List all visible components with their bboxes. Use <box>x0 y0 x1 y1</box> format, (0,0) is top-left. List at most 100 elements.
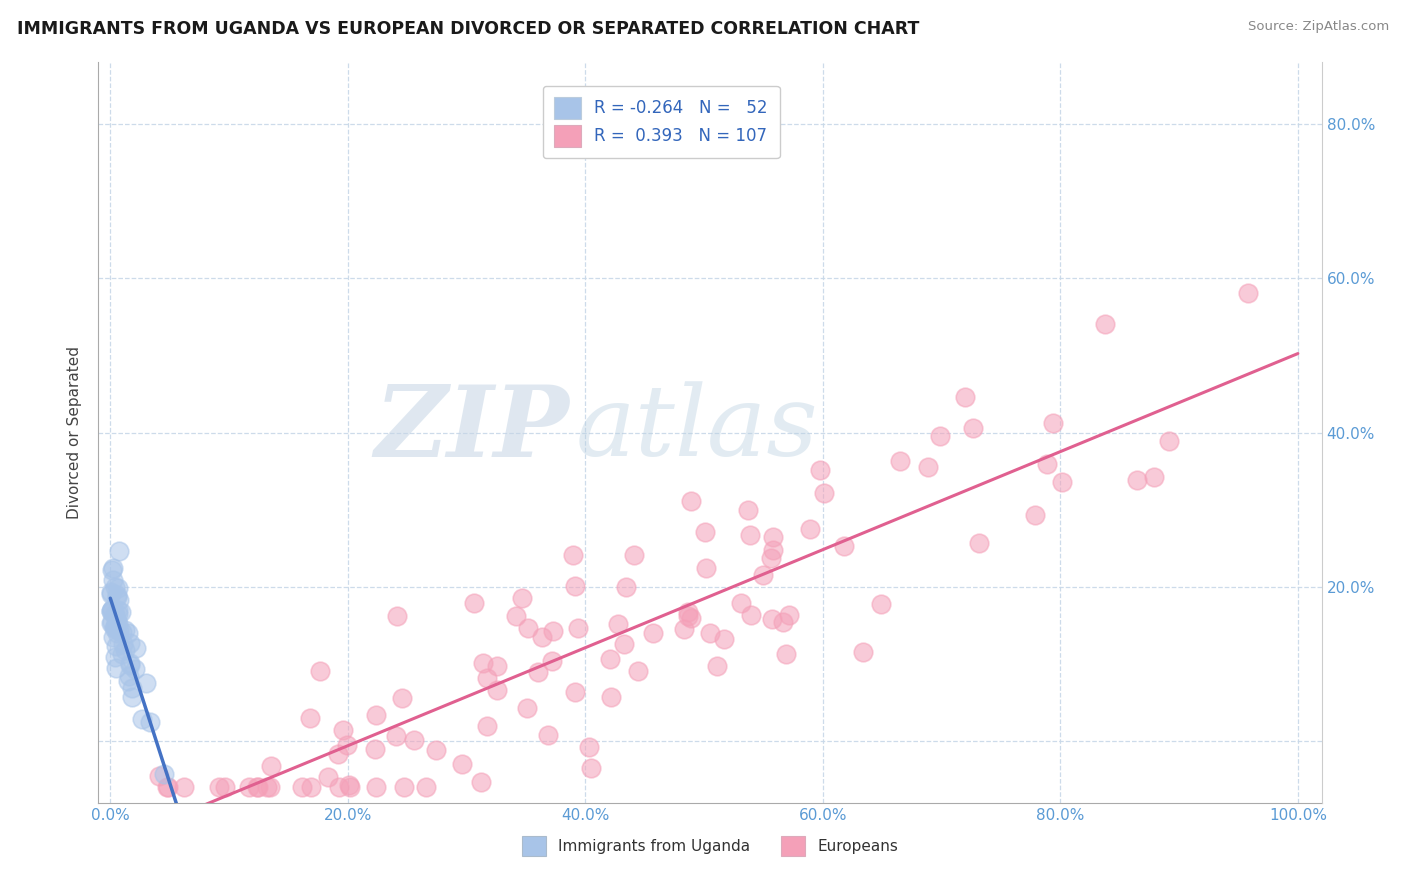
Point <box>101 573 124 587</box>
Point <box>101 561 124 575</box>
Point <box>425 743 447 757</box>
Point <box>100 601 122 615</box>
Point <box>475 719 498 733</box>
Point <box>679 611 702 625</box>
Point <box>470 774 492 789</box>
Point <box>678 608 700 623</box>
Point <box>713 632 735 646</box>
Point <box>613 637 636 651</box>
Point <box>135 675 157 690</box>
Point <box>309 664 332 678</box>
Point <box>107 581 129 595</box>
Point <box>120 657 142 672</box>
Text: Source: ZipAtlas.com: Source: ZipAtlas.com <box>1249 20 1389 33</box>
Point <box>260 759 283 773</box>
Point <box>737 503 759 517</box>
Point <box>392 780 415 795</box>
Point <box>695 561 717 575</box>
Point <box>104 580 127 594</box>
Point <box>541 624 564 638</box>
Point <box>259 780 281 795</box>
Point <box>246 780 269 795</box>
Point <box>104 661 127 675</box>
Point <box>173 780 195 795</box>
Point <box>799 522 821 536</box>
Point <box>336 738 359 752</box>
Point <box>110 647 132 661</box>
Point <box>832 540 855 554</box>
Point <box>564 579 586 593</box>
Point <box>105 614 128 628</box>
Point <box>328 747 350 761</box>
Point <box>111 637 134 651</box>
Point <box>679 493 702 508</box>
Point <box>339 780 361 795</box>
Point <box>100 604 122 618</box>
Point <box>124 662 146 676</box>
Point <box>298 711 321 725</box>
Point <box>104 619 127 633</box>
Point <box>328 780 350 795</box>
Point <box>1159 434 1181 448</box>
Point <box>364 742 387 756</box>
Point <box>772 615 794 630</box>
Point <box>623 548 645 562</box>
Point <box>318 770 340 784</box>
Point <box>1143 469 1166 483</box>
Point <box>100 585 122 599</box>
Point <box>100 615 122 630</box>
Point <box>107 593 129 607</box>
Point <box>148 768 170 782</box>
Point <box>517 621 540 635</box>
Point <box>332 723 354 737</box>
Point <box>117 625 139 640</box>
Point <box>967 536 990 550</box>
Text: ZIP: ZIP <box>374 381 569 477</box>
Point <box>110 624 132 639</box>
Point <box>531 631 554 645</box>
Point <box>606 617 628 632</box>
Point <box>740 608 762 623</box>
Point <box>775 648 797 662</box>
Point <box>110 605 132 619</box>
Point <box>813 486 835 500</box>
Point <box>599 651 621 665</box>
Legend: Immigrants from Uganda, Europeans: Immigrants from Uganda, Europeans <box>516 830 904 862</box>
Point <box>752 568 775 582</box>
Point <box>738 528 761 542</box>
Point <box>1094 317 1116 331</box>
Point <box>451 757 474 772</box>
Point <box>337 778 360 792</box>
Point <box>125 640 148 655</box>
Point <box>761 530 783 544</box>
Point <box>246 780 269 795</box>
Point <box>105 588 128 602</box>
Point <box>578 739 600 754</box>
Point <box>104 650 127 665</box>
Point <box>256 780 278 795</box>
Point <box>643 626 665 640</box>
Point <box>505 608 527 623</box>
Point <box>156 780 179 795</box>
Point <box>1050 475 1073 489</box>
Point <box>889 454 911 468</box>
Point <box>1024 508 1046 522</box>
Point <box>104 639 127 653</box>
Point <box>107 603 129 617</box>
Point <box>526 665 548 679</box>
Point <box>706 658 728 673</box>
Point <box>402 733 425 747</box>
Point <box>100 604 122 618</box>
Point <box>953 390 976 404</box>
Point <box>291 780 314 795</box>
Point <box>693 525 716 540</box>
Point <box>537 728 560 742</box>
Point <box>101 602 124 616</box>
Point <box>114 623 136 637</box>
Point <box>564 685 586 699</box>
Point <box>366 780 388 795</box>
Point <box>238 780 260 795</box>
Point <box>627 665 650 679</box>
Y-axis label: Divorced or Separated: Divorced or Separated <box>67 346 83 519</box>
Point <box>699 625 721 640</box>
